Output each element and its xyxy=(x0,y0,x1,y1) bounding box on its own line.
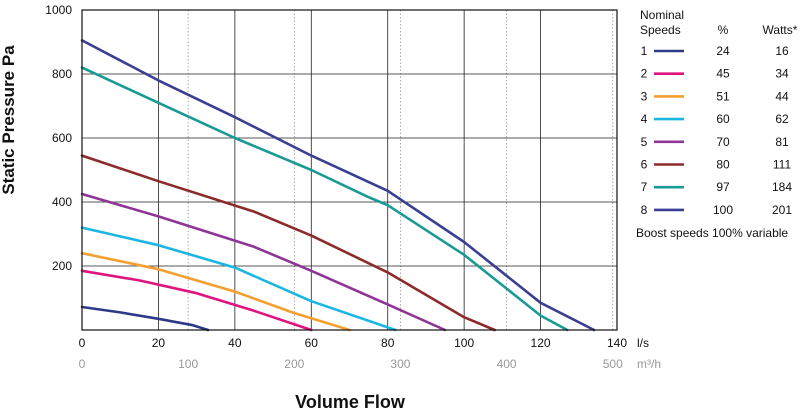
series-line-6 xyxy=(80,154,497,332)
x-tick-label-secondary: 100 xyxy=(178,357,198,371)
y-tick-label: 200 xyxy=(52,259,72,273)
legend-header-speed: Speeds xyxy=(640,23,681,37)
x-tick-label-secondary: 400 xyxy=(497,357,517,371)
x-tick-label: 40 xyxy=(228,336,242,350)
x-tick-label: 120 xyxy=(531,336,551,350)
x-tick-label: 140 xyxy=(607,336,627,350)
legend-watts: 201 xyxy=(772,203,792,217)
x-tick-label: 80 xyxy=(381,336,395,350)
x-tick-label-secondary: 200 xyxy=(284,357,304,371)
series-line-4 xyxy=(80,226,397,332)
plot-border xyxy=(81,9,618,331)
legend-percent: 60 xyxy=(716,112,730,126)
x-tick-label-secondary: 500 xyxy=(603,357,623,371)
x-tick-label: 100 xyxy=(454,336,474,350)
legend-header-watts: Watts* xyxy=(763,23,798,37)
legend-percent: 51 xyxy=(716,89,730,103)
legend-watts: 184 xyxy=(772,180,792,194)
legend-percent: 100 xyxy=(713,203,733,217)
legend-speed-label: 1 xyxy=(641,44,648,58)
x-tick-label: 60 xyxy=(305,336,319,350)
legend-watts: 16 xyxy=(775,44,789,58)
y-tick-label: 800 xyxy=(52,67,72,81)
y-tick-label: 400 xyxy=(52,195,72,209)
grid xyxy=(82,10,617,330)
series-line-1 xyxy=(80,305,210,332)
legend-watts: 44 xyxy=(775,89,789,103)
legend-percent: 80 xyxy=(716,158,730,172)
legend-watts: 81 xyxy=(775,135,789,149)
legend-percent: 45 xyxy=(716,67,730,81)
x-axis-title: Volume Flow xyxy=(295,392,406,409)
legend-speed-label: 4 xyxy=(641,112,648,126)
legend-footnote: Boost speeds 100% variable xyxy=(636,226,788,240)
legend-percent: 24 xyxy=(716,44,730,58)
y-axis-title: Static Pressure Pa xyxy=(0,45,18,195)
y-tick-label: 600 xyxy=(52,131,72,145)
legend-percent: 70 xyxy=(716,135,730,149)
legend-speed-label: 2 xyxy=(641,67,648,81)
legend-speed-label: 5 xyxy=(641,135,648,149)
legend-percent: 97 xyxy=(716,180,730,194)
series-lines xyxy=(80,39,596,332)
x-tick-label: 20 xyxy=(152,336,166,350)
legend-header-percent: % xyxy=(718,23,729,37)
legend-watts: 111 xyxy=(773,158,792,172)
legend-speed-label: 6 xyxy=(641,158,648,172)
series-line-5 xyxy=(80,192,447,332)
legend-speed-label: 8 xyxy=(641,203,648,217)
legend-speed-label: 3 xyxy=(641,89,648,103)
y-tick-label: 1000 xyxy=(45,3,72,17)
series-line-2 xyxy=(80,269,313,332)
x-tick-label: 0 xyxy=(79,336,86,350)
series-line-8 xyxy=(80,39,596,332)
x-unit-secondary: m³/h xyxy=(637,357,661,371)
x-unit-primary: l/s xyxy=(637,336,649,350)
legend-header-speed: Nominal xyxy=(640,8,684,22)
plot-frame xyxy=(81,9,618,331)
x-tick-label-secondary: 0 xyxy=(79,357,86,371)
x-tick-label-secondary: 300 xyxy=(390,357,410,371)
legend-speed-label: 7 xyxy=(641,180,648,194)
series-line-3 xyxy=(80,251,351,332)
legend-watts: 62 xyxy=(775,112,789,126)
series-line-7 xyxy=(80,66,569,332)
legend-watts: 34 xyxy=(775,67,789,81)
tick-labels: 200 400 600 800 1000 0 20 40 60 80 100 120 140 l/s 0 10… xyxy=(45,3,661,371)
